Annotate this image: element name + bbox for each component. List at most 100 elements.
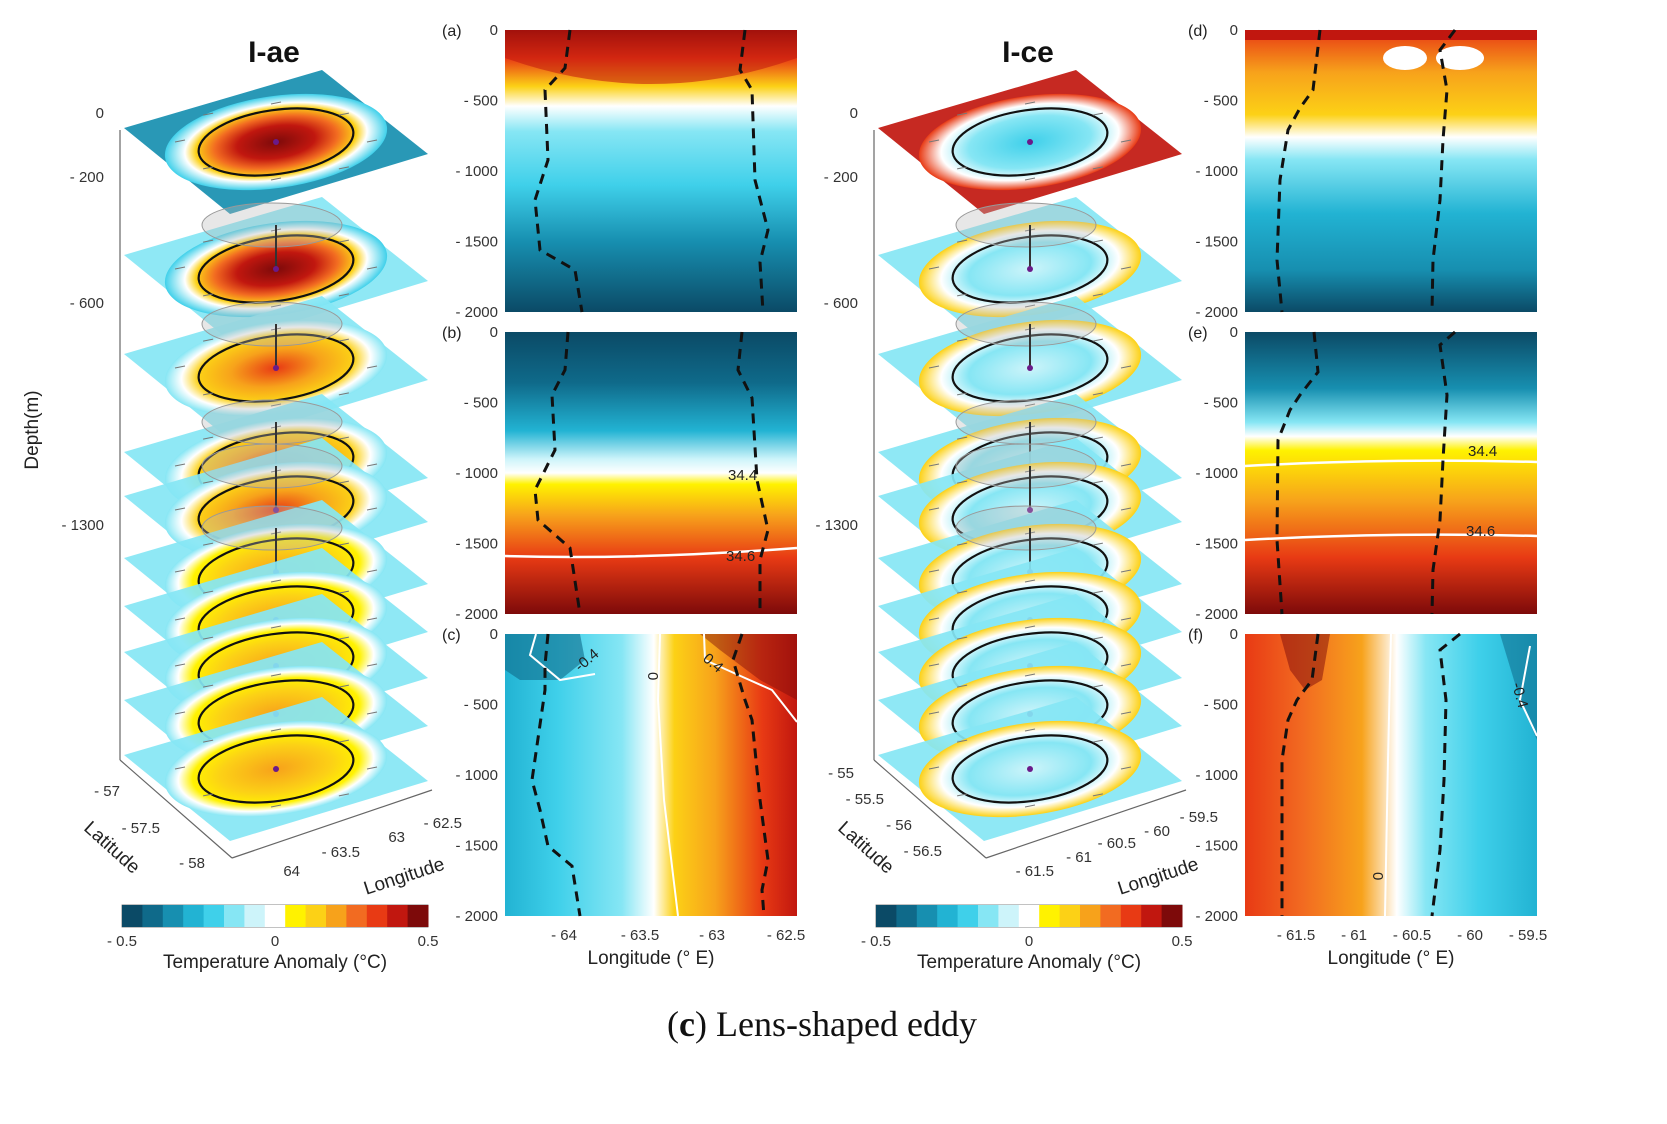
flow-vector <box>203 112 214 116</box>
flow-vector <box>1092 542 1103 546</box>
eddy-boundary-disc <box>201 202 343 248</box>
panel-b: 34.4 34.6 (b) <box>442 325 798 615</box>
section-depth-tick: - 2000 <box>1195 304 1238 321</box>
colorbar-right-tick: - 0.5 <box>861 933 891 950</box>
flow-vector <box>1024 101 1036 105</box>
ice-lat-tick: - 56 <box>886 817 912 834</box>
flow-vector <box>203 338 214 342</box>
panel-a-eddy-boundary <box>533 29 584 313</box>
section-depth-tick: - 1000 <box>455 465 498 482</box>
panel-a: (a) <box>442 23 797 313</box>
panel-f-contour <box>1384 633 1392 917</box>
flow-vector <box>957 542 968 546</box>
panel-e-eddy-boundary <box>1275 331 1320 615</box>
flow-vector <box>203 392 214 396</box>
iae-lat-tick: - 57 <box>94 783 120 800</box>
flow-vector <box>270 728 282 732</box>
section-depth-tick: - 2000 <box>1195 908 1238 925</box>
flow-vector <box>203 166 214 170</box>
flow-vector <box>203 542 214 546</box>
panel-a-eddy-boundary <box>738 29 770 313</box>
panel-f-xtick: - 60.5 <box>1393 927 1431 944</box>
flow-vector <box>366 663 378 667</box>
panel-f-eddy-boundary <box>1430 632 1461 917</box>
section-depth-tick: - 1000 <box>1195 767 1238 784</box>
section-depth-tick: - 1500 <box>1195 234 1238 251</box>
ice-lon-tick: - 60 <box>1144 823 1170 840</box>
colorbar-step <box>224 905 245 927</box>
colorbar-right-tick: 0 <box>1025 933 1033 950</box>
panel-d-warm-surface <box>1245 30 1537 40</box>
flow-vector <box>1092 338 1103 342</box>
flow-vector <box>928 365 940 369</box>
flow-vector <box>1092 112 1103 116</box>
flow-vector <box>270 177 282 181</box>
eddy-boundary-disc <box>955 505 1097 551</box>
ice-depth-tick: 0 <box>850 105 858 122</box>
panel-f-xtick: - 61 <box>1341 927 1367 944</box>
panel-d-eddy-boundary <box>1430 29 1457 313</box>
flow-vector <box>957 480 968 484</box>
section-depth-tick: - 1500 <box>455 234 498 251</box>
flow-vector <box>203 480 214 484</box>
flow-vector <box>1120 617 1132 621</box>
flow-vector <box>366 266 378 270</box>
panel-c-xlabel: Longitude (° E) <box>588 948 715 969</box>
eddy-center-marker <box>1027 139 1033 145</box>
colorbar-step <box>937 905 959 927</box>
flow-vector <box>928 617 940 621</box>
panel-b-field <box>505 332 797 614</box>
iae-lat-tick: - 58 <box>179 855 205 872</box>
section-depth-tick: - 1000 <box>455 767 498 784</box>
section-depth-tick: - 2000 <box>1195 606 1238 623</box>
panel-c-xtick: - 62.5 <box>767 927 805 944</box>
flow-vector <box>366 711 378 715</box>
section-depth-tick: - 1500 <box>1195 838 1238 855</box>
panel-f-xlabel: Longitude (° E) <box>1328 948 1455 969</box>
colorbar-step <box>326 905 347 927</box>
flow-vector <box>366 139 378 143</box>
eddy-boundary-disc <box>955 443 1097 489</box>
flow-vector <box>338 793 349 797</box>
flow-vector <box>270 101 282 105</box>
flow-vector <box>203 793 214 797</box>
flow-vector <box>270 625 282 629</box>
colorbar-step <box>285 905 307 927</box>
panel-c-xtick: - 63.5 <box>621 927 659 944</box>
panel-f-contour-label: -0.4 <box>1508 681 1531 710</box>
colorbar-step <box>1100 905 1122 927</box>
eddy-boundary-disc <box>201 505 343 551</box>
flow-vector <box>1120 463 1132 467</box>
eddy-boundary-disc <box>955 202 1097 248</box>
panel-e-contour <box>1244 459 1538 468</box>
panel-b-eddy-boundary <box>533 331 582 615</box>
panel-d-eddy-boundary <box>1275 29 1322 313</box>
flow-vector <box>338 293 349 297</box>
panel-f-xtick: - 60 <box>1457 927 1483 944</box>
panel-e-field <box>1245 332 1537 614</box>
colorbar-step <box>1018 905 1040 927</box>
eddy-boundary-disc <box>201 443 343 489</box>
section-depth-tick: - 500 <box>464 93 498 110</box>
flow-vector <box>338 436 349 440</box>
ice-lat-tick: - 55 <box>828 765 854 782</box>
flow-vector <box>957 166 968 170</box>
panel-f-xtick: - 61.5 <box>1277 927 1315 944</box>
flow-vector <box>1092 480 1103 484</box>
panel-d-anomaly-patch <box>1383 46 1427 70</box>
ice-lat-tick: - 55.5 <box>846 791 884 808</box>
flow-vector <box>957 739 968 743</box>
flow-vector <box>1024 177 1036 181</box>
flow-vector <box>928 569 940 573</box>
flow-vector <box>1024 673 1036 677</box>
flow-vector <box>1092 239 1103 243</box>
colorbar-step <box>305 905 327 927</box>
section-depth-tick: - 1500 <box>455 536 498 553</box>
section-depth-tick: - 2000 <box>455 304 498 321</box>
panel-a-label: (a) <box>442 23 462 40</box>
flow-vector <box>270 673 282 677</box>
flow-vector <box>1092 684 1103 688</box>
section-depth-tick: 0 <box>490 22 498 39</box>
eddy-outline <box>951 234 1109 304</box>
flow-vector <box>1024 579 1036 583</box>
